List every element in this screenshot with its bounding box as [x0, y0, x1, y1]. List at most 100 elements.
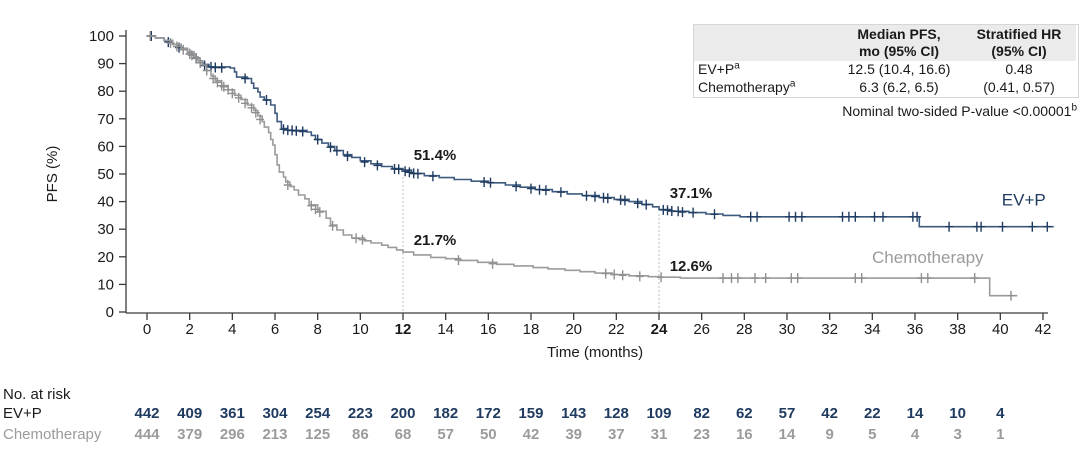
at-risk-value: 3	[953, 426, 961, 443]
at-risk-value: 4	[996, 405, 1005, 422]
results-table-corner-cell	[694, 25, 836, 61]
x-tick-label-42: 42	[1035, 321, 1052, 338]
results-row-evp: EV+Pa 12.5 (10.4, 16.6) 0.48	[694, 61, 1078, 79]
x-tick-label-14: 14	[437, 321, 454, 338]
curve-label-ev-p: EV+P	[1002, 191, 1046, 210]
median-pfs-header-line1: Median PFS,	[857, 26, 941, 42]
at-risk-value: 304	[262, 405, 288, 422]
at-risk-value: 223	[348, 405, 373, 422]
at-risk-value: 39	[565, 426, 582, 443]
x-tick-label-20: 20	[565, 321, 582, 338]
at-risk-value: 62	[736, 405, 753, 422]
at-risk-value: 109	[646, 405, 671, 422]
stratified-hr-header-line2: (95% CI)	[991, 43, 1047, 59]
at-risk-value: 172	[476, 405, 501, 422]
results-row-chemo: Chemotherapya 6.3 (6.2, 6.5) (0.41, 0.57…	[694, 79, 1078, 97]
y-tick-label-0: 0	[106, 304, 114, 321]
at-risk-title: No. at risk	[3, 386, 71, 403]
at-risk-value: 143	[561, 405, 586, 422]
at-risk-value: 159	[518, 405, 543, 422]
footnote-marker-a: a	[734, 60, 740, 72]
at-risk-value: 14	[779, 426, 796, 443]
results-row-chemo-hr: (0.41, 0.57)	[983, 79, 1055, 95]
y-tick-label-80: 80	[97, 83, 114, 100]
x-tick-label-38: 38	[949, 321, 966, 338]
at-risk-value: 409	[177, 405, 202, 422]
at-risk-value: 10	[949, 405, 966, 422]
y-tick-label-60: 60	[97, 138, 114, 155]
at-risk-row-label-ev-p: EV+P	[3, 405, 42, 422]
y-tick-label-10: 10	[97, 276, 114, 293]
x-tick-label-36: 36	[907, 321, 924, 338]
at-risk-value: 37	[608, 426, 625, 443]
at-risk-value: 50	[480, 426, 497, 443]
x-tick-label-16: 16	[480, 321, 497, 338]
x-tick-label-8: 8	[313, 321, 321, 338]
landmark-label-12.6pct: 12.6%	[670, 258, 713, 275]
stratified-hr-header-line1: Stratified HR	[976, 26, 1062, 42]
x-tick-label-24: 24	[651, 321, 668, 338]
y-tick-label-40: 40	[97, 194, 114, 211]
x-tick-label-10: 10	[352, 321, 369, 338]
results-row-evp-label: EV+Pa	[698, 60, 740, 77]
at-risk-value: 1	[996, 426, 1004, 443]
at-risk-value: 442	[134, 405, 159, 422]
x-tick-label-32: 32	[821, 321, 838, 338]
at-risk-value: 296	[220, 426, 245, 443]
at-risk-value: 14	[907, 405, 924, 422]
median-pfs-header-line2: mo (95% CI)	[858, 43, 940, 59]
x-tick-label-30: 30	[779, 321, 796, 338]
y-tick-label-20: 20	[97, 249, 114, 266]
results-row-evp-hr: 0.48	[1005, 61, 1033, 77]
x-tick-label-0: 0	[143, 321, 151, 338]
at-risk-value: 5	[868, 426, 876, 443]
x-tick-label-4: 4	[228, 321, 236, 338]
x-tick-label-18: 18	[523, 321, 540, 338]
at-risk-row-label-chemotherapy: Chemotherapy	[3, 426, 102, 443]
at-risk-value: 361	[220, 405, 245, 422]
y-tick-label-50: 50	[97, 166, 114, 183]
y-tick-label-100: 100	[89, 28, 114, 45]
at-risk-value: 254	[305, 405, 331, 422]
x-axis-title: Time (months)	[547, 344, 643, 361]
results-row-chemo-label: Chemotherapya	[698, 78, 796, 95]
results-table: Median PFS, mo (95% CI) Stratified HR (9…	[693, 24, 1079, 98]
x-tick-label-34: 34	[864, 321, 881, 338]
at-risk-value: 42	[821, 405, 838, 422]
at-risk-value: 31	[651, 426, 668, 443]
x-tick-label-22: 22	[608, 321, 625, 338]
at-risk-value: 22	[864, 405, 881, 422]
x-tick-label-28: 28	[736, 321, 753, 338]
results-row-evp-median: 12.5 (10.4, 16.6)	[847, 61, 951, 77]
at-risk-value: 4	[911, 426, 920, 443]
at-risk-value: 9	[825, 426, 833, 443]
at-risk-value: 213	[262, 426, 287, 443]
at-risk-value: 125	[305, 426, 330, 443]
footnote-marker-b: b	[1071, 102, 1077, 114]
landmark-label-51.4pct: 51.4%	[414, 147, 457, 164]
results-row-chemo-median: 6.3 (6.2, 6.5)	[859, 79, 939, 95]
at-risk-value: 57	[779, 405, 796, 422]
landmark-label-37.1pct: 37.1%	[670, 185, 713, 202]
at-risk-value: 57	[437, 426, 454, 443]
at-risk-value: 42	[523, 426, 540, 443]
x-tick-label-2: 2	[185, 321, 193, 338]
pvalue-note: Nominal two-sided P-value <0.00001b	[842, 102, 1077, 119]
chemotherapy-censor-marks	[146, 31, 1015, 301]
at-risk-value: 379	[177, 426, 202, 443]
x-tick-label-40: 40	[992, 321, 1009, 338]
at-risk-value: 128	[604, 405, 629, 422]
y-tick-label-70: 70	[97, 111, 114, 128]
y-axis-title: PFS (%)	[44, 146, 61, 203]
chemotherapy-curve	[147, 35, 1018, 297]
x-tick-label-26: 26	[693, 321, 710, 338]
at-risk-value: 200	[390, 405, 415, 422]
x-tick-label-6: 6	[271, 321, 279, 338]
at-risk-value: 86	[352, 426, 369, 443]
at-risk-value: 23	[693, 426, 710, 443]
at-risk-value: 82	[693, 405, 710, 422]
median-pfs-header: Median PFS, mo (95% CI)	[836, 25, 962, 61]
landmark-label-21.7pct: 21.7%	[414, 232, 457, 249]
